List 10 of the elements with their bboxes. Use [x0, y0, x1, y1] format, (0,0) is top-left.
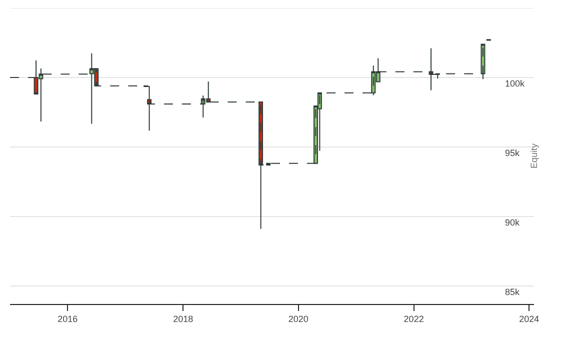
x-tick-label: 2018 — [173, 314, 194, 324]
y-tick-label: 100k — [505, 78, 526, 89]
y-tick-label: 95k — [505, 148, 520, 158]
y-tick-label: 90k — [505, 218, 520, 228]
y-tick-label: 85k — [505, 287, 520, 298]
x-tick-label: 2016 — [58, 314, 78, 324]
x-tick-label: 2024 — [519, 314, 540, 324]
y-axis-title: Equity — [528, 142, 539, 169]
x-tick-label: 2022 — [404, 314, 424, 324]
x-tick-label: 2020 — [288, 314, 308, 324]
